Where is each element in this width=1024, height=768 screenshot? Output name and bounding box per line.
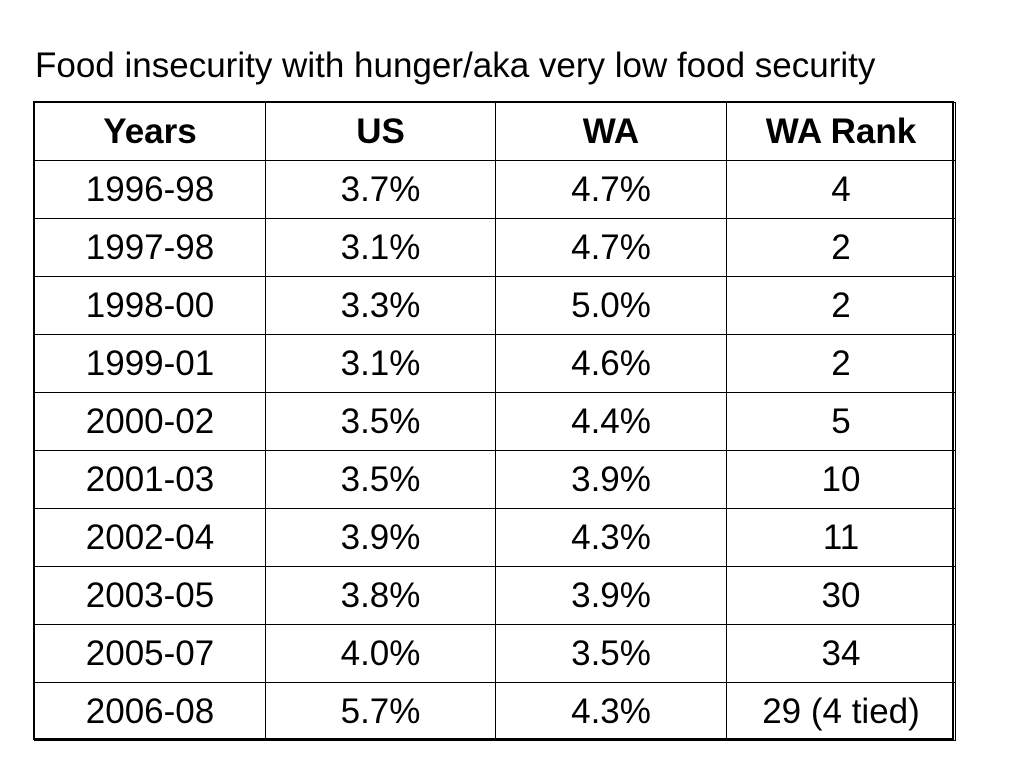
cell-wa: 4.6%	[495, 334, 727, 393]
table-row: 1997-98 3.1% 4.7% 2	[34, 218, 956, 277]
cell-wa: 3.9%	[495, 566, 727, 625]
cell-years: 2000-02	[34, 392, 266, 451]
cell-us: 3.9%	[265, 508, 496, 567]
cell-wa-rank: 29 (4 tied)	[726, 682, 956, 741]
cell-wa: 4.7%	[495, 218, 727, 277]
table-row: 2006-08 5.7% 4.3% 29 (4 tied)	[34, 682, 956, 741]
cell-wa-rank: 34	[726, 624, 956, 683]
column-header-wa-rank: WA Rank	[726, 102, 956, 161]
cell-wa-rank: 5	[726, 392, 956, 451]
table-row: 1996-98 3.7% 4.7% 4	[34, 160, 956, 219]
table-row: 1999-01 3.1% 4.6% 2	[34, 334, 956, 393]
table-row: 2002-04 3.9% 4.3% 11	[34, 508, 956, 567]
cell-wa-rank: 11	[726, 508, 956, 567]
page-title: Food insecurity with hunger/aka very low…	[35, 46, 876, 85]
cell-years: 1998-00	[34, 276, 266, 335]
cell-us: 3.5%	[265, 450, 496, 509]
cell-years: 1997-98	[34, 218, 266, 277]
cell-us: 3.3%	[265, 276, 496, 335]
cell-us: 5.7%	[265, 682, 496, 741]
column-header-us: US	[265, 102, 496, 161]
cell-us: 3.7%	[265, 160, 496, 219]
table-row: 1998-00 3.3% 5.0% 2	[34, 276, 956, 335]
cell-us: 3.5%	[265, 392, 496, 451]
table-row: 2003-05 3.8% 3.9% 30	[34, 566, 956, 625]
cell-years: 1999-01	[34, 334, 266, 393]
cell-wa: 4.3%	[495, 508, 727, 567]
column-header-wa: WA	[495, 102, 727, 161]
table-row: 2000-02 3.5% 4.4% 5	[34, 392, 956, 451]
cell-years: 2003-05	[34, 566, 266, 625]
cell-us: 3.1%	[265, 334, 496, 393]
cell-years: 2006-08	[34, 682, 266, 741]
cell-wa-rank: 30	[726, 566, 956, 625]
cell-wa: 4.3%	[495, 682, 727, 741]
cell-years: 2001-03	[34, 450, 266, 509]
cell-us: 4.0%	[265, 624, 496, 683]
cell-wa: 3.9%	[495, 450, 727, 509]
column-header-years: Years	[34, 102, 266, 161]
cell-wa: 4.7%	[495, 160, 727, 219]
table-row: 2001-03 3.5% 3.9% 10	[34, 450, 956, 509]
cell-wa: 4.4%	[495, 392, 727, 451]
cell-years: 2005-07	[34, 624, 266, 683]
cell-wa-rank: 10	[726, 450, 956, 509]
cell-us: 3.8%	[265, 566, 496, 625]
cell-years: 1996-98	[34, 160, 266, 219]
cell-wa-rank: 2	[726, 276, 956, 335]
cell-us: 3.1%	[265, 218, 496, 277]
cell-wa-rank: 2	[726, 218, 956, 277]
cell-years: 2002-04	[34, 508, 266, 567]
cell-wa: 5.0%	[495, 276, 727, 335]
table-body: 1996-98 3.7% 4.7% 4 1997-98 3.1% 4.7% 2 …	[34, 160, 956, 741]
cell-wa: 3.5%	[495, 624, 727, 683]
table-header-row: Years US WA WA Rank	[34, 102, 956, 161]
cell-wa-rank: 4	[726, 160, 956, 219]
table-row: 2005-07 4.0% 3.5% 34	[34, 624, 956, 683]
data-table: Years US WA WA Rank 1996-98 3.7% 4.7% 4 …	[34, 102, 956, 741]
cell-wa-rank: 2	[726, 334, 956, 393]
